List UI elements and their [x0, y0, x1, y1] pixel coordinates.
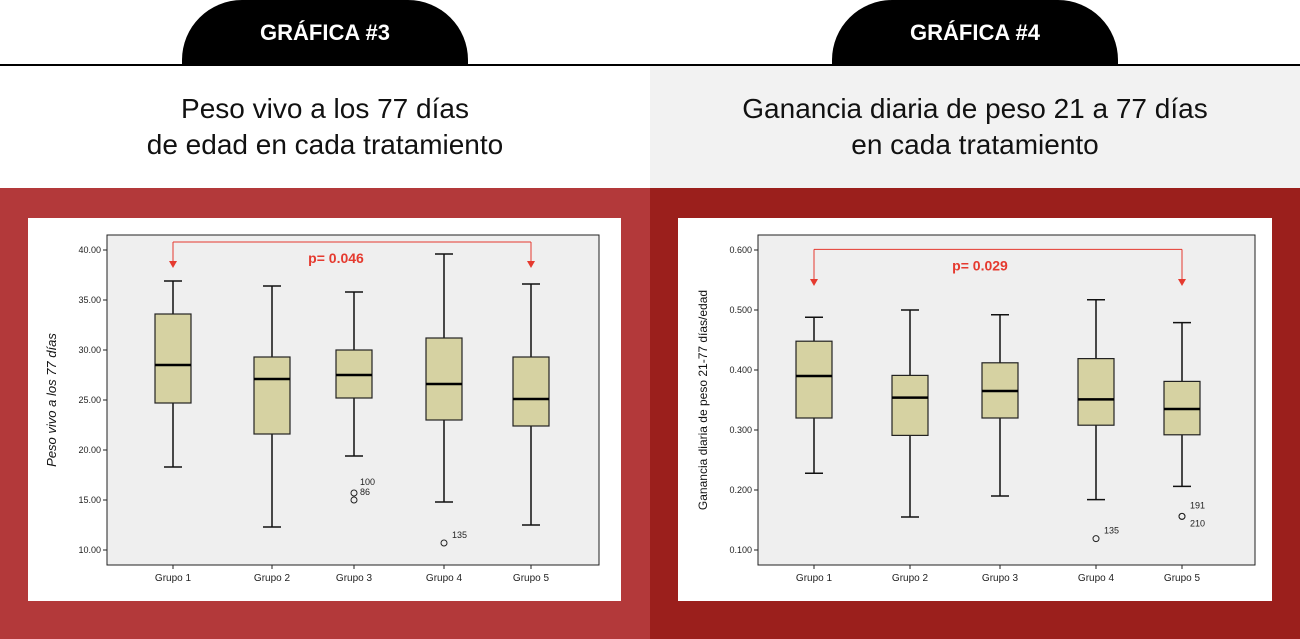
outlier-label: 210: [1190, 518, 1205, 528]
y-tick-label: 30.00: [78, 345, 101, 355]
header-rule: [0, 64, 1300, 66]
p-value-label: p= 0.029: [952, 257, 1008, 273]
outlier-point: [1092, 535, 1100, 543]
outlier-point: [350, 489, 358, 497]
heading-left-line1: Peso vivo a los 77 días: [181, 93, 469, 124]
box: [253, 356, 291, 435]
panel-left: 10.00 15.00 20.00 25.00 30.00 35.00 40.00 Peso …: [0, 188, 650, 639]
y-tick-label: 10.00: [78, 545, 101, 555]
outlier-label: 135: [452, 530, 467, 540]
heading-right-line2: en cada tratamiento: [851, 129, 1099, 160]
chart-card-left: 10.00 15.00 20.00 25.00 30.00 35.00 40.00 Peso …: [28, 218, 621, 601]
box: [795, 340, 833, 419]
outlier-label: 191: [1190, 500, 1205, 510]
tab-grafica-3: GRÁFICA #3: [182, 0, 468, 66]
box: [891, 374, 929, 436]
x-tick-label: Grupo 1: [796, 573, 833, 584]
y-tick-label: 0.200: [729, 485, 752, 495]
outlier-label: 100: [360, 477, 375, 487]
heading-left-line2: de edad en cada tratamiento: [146, 129, 504, 160]
heading-right: Ganancia diaria de peso 21 a 77 días en …: [650, 66, 1300, 188]
heading-left: Peso vivo a los 77 días de edad en cada …: [0, 66, 650, 188]
arrow-head-left: [169, 261, 177, 268]
x-tick-label: Grupo 5: [1164, 573, 1201, 584]
tab-grafica-4: GRÁFICA #4: [832, 0, 1118, 66]
box: [512, 356, 550, 427]
x-tick-label: Grupo 3: [982, 573, 1019, 584]
box: [1077, 358, 1115, 426]
x-tick-label: Grupo 2: [254, 573, 291, 584]
y-axis-title: Peso vivo a los 77 días: [44, 333, 59, 467]
x-tick-label: Grupo 1: [155, 573, 192, 584]
x-tick-label: Grupo 3: [336, 573, 373, 584]
y-axis-title: Ganancia diaria de peso 21-77 días/edad: [696, 290, 710, 510]
y-tick-label: 15.00: [78, 495, 101, 505]
y-tick-label: 25.00: [78, 395, 101, 405]
y-tick-label: 35.00: [78, 295, 101, 305]
arrow-head-left: [810, 279, 818, 286]
box: [425, 337, 463, 421]
chart-card-right: 0.100 0.200 0.300 0.400 0.500 0.600 Ganancia d…: [678, 218, 1272, 601]
x-tick-label: Grupo 5: [513, 573, 550, 584]
boxplot-chart-right: 0.100 0.200 0.300 0.400 0.500 0.600 Ganancia d…: [696, 234, 1256, 584]
heading-right-line1: Ganancia diaria de peso 21 a 77 días: [742, 93, 1208, 124]
outlier-label: 86: [360, 487, 370, 497]
arrow-head-right: [1178, 279, 1186, 286]
x-tick-label: Grupo 4: [1078, 573, 1115, 584]
outlier-point: [440, 539, 448, 547]
arrow-head-right: [527, 261, 535, 268]
outlier-label: 135: [1104, 526, 1119, 536]
y-tick-label: 0.400: [729, 365, 752, 375]
y-tick-label: 0.100: [729, 545, 752, 555]
y-tick-label: 40.00: [78, 245, 101, 255]
boxplot-chart-left: 10.00 15.00 20.00 25.00 30.00 35.00 40.00 Peso …: [44, 234, 600, 584]
x-tick-label: Grupo 2: [892, 573, 929, 584]
outlier-point: [350, 496, 358, 504]
box: [154, 313, 192, 404]
panel-right: 0.100 0.200 0.300 0.400 0.500 0.600 Ganancia d…: [650, 188, 1300, 639]
y-tick-label: 20.00: [78, 445, 101, 455]
y-tick-label: 0.500: [729, 305, 752, 315]
y-tick-label: 0.300: [729, 425, 752, 435]
x-tick-label: Grupo 4: [426, 573, 463, 584]
p-value-label: p= 0.046: [308, 250, 364, 266]
y-tick-label: 0.600: [729, 245, 752, 255]
outlier-point: [1178, 512, 1186, 520]
